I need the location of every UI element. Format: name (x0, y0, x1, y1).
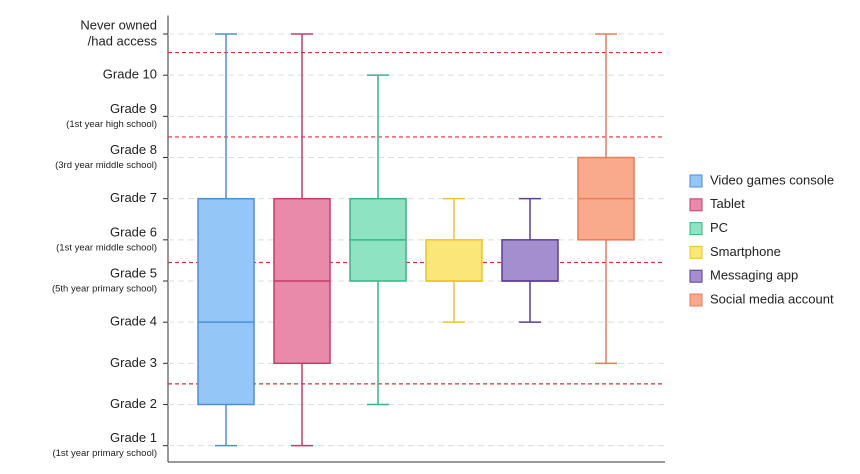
y-tick-label: Grade 5 (110, 265, 157, 280)
y-tick-sublabel: (3rd year middle school) (55, 160, 157, 171)
y-tick-label: Grade 9 (110, 101, 157, 116)
box (425, 239, 483, 282)
y-tick-label: Grade 10 (103, 67, 157, 82)
legend-label: Tablet (710, 196, 745, 211)
y-tick-label: Grade 1 (110, 430, 157, 445)
box-group (197, 33, 255, 447)
y-tick-label: Grade 2 (110, 396, 157, 411)
legend-swatch (689, 198, 703, 212)
box-group (577, 33, 635, 365)
legend-label: Video games console (710, 172, 834, 187)
y-tick-sublabel: (1st year primary school) (52, 448, 157, 459)
y-tick-label: /had access (88, 33, 158, 48)
box (197, 197, 255, 406)
y-tick-sublabel: (5th year primary school) (52, 284, 157, 295)
y-tick-label: Grade 7 (110, 190, 157, 205)
box-group (349, 74, 407, 406)
box-group (501, 197, 559, 323)
box-group (425, 197, 483, 323)
legend-swatch (689, 222, 703, 236)
box (501, 239, 559, 282)
legend-label: Messaging app (710, 268, 798, 283)
legend-label: Social media account (710, 291, 834, 306)
legend-swatch (689, 293, 703, 307)
legend-label: PC (710, 220, 728, 235)
y-tick-sublabel: (1st year middle school) (56, 242, 157, 253)
y-tick-label: Grade 6 (110, 224, 157, 239)
legend-swatch (689, 269, 703, 283)
legend-label: Smartphone (710, 244, 781, 259)
box-group (273, 33, 331, 447)
legend-swatch (689, 174, 703, 188)
y-tick-sublabel: (1st year high school) (66, 119, 157, 130)
y-tick-label: Grade 8 (110, 142, 157, 157)
y-tick-label: Grade 4 (110, 314, 157, 329)
y-tick-label: Grade 3 (110, 355, 157, 370)
legend-swatch (689, 245, 703, 259)
y-tick-label: Never owned (80, 17, 157, 32)
